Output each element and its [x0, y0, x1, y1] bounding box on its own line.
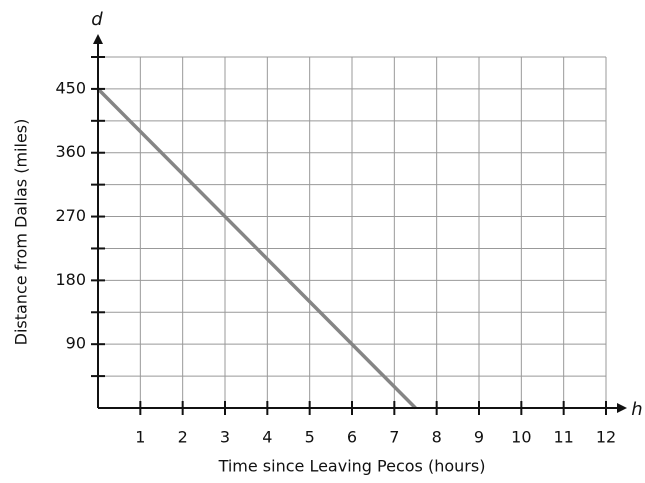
x-tick-label: 1	[135, 428, 145, 447]
y-axis-letter: d	[91, 9, 103, 30]
y-tick-label: 180	[55, 270, 86, 289]
x-tick-label: 3	[220, 428, 230, 447]
x-tick-label: 11	[553, 428, 573, 447]
data-line	[96, 87, 417, 410]
x-tick-label: 4	[262, 428, 272, 447]
x-tick-label: 5	[305, 428, 315, 447]
x-tick-label: 12	[596, 428, 616, 447]
x-tick-label: 10	[511, 428, 531, 447]
x-axis-label: Time since Leaving Pecos (hours)	[218, 457, 486, 476]
x-tick-label: 2	[178, 428, 188, 447]
x-axis-letter: h	[631, 399, 642, 420]
x-tick-label: 7	[389, 428, 399, 447]
y-tick-label: 450	[55, 78, 86, 97]
y-axis-label: Distance from Dallas (miles)	[12, 119, 31, 346]
marks	[96, 87, 417, 410]
y-tick-label: 270	[55, 206, 86, 225]
x-tick-label: 8	[432, 428, 442, 447]
y-tick-label: 360	[55, 142, 86, 161]
x-tick-label: 6	[347, 428, 357, 447]
grid	[98, 56, 607, 408]
y-tick-label: 90	[66, 334, 86, 353]
x-tick-label: 9	[474, 428, 484, 447]
